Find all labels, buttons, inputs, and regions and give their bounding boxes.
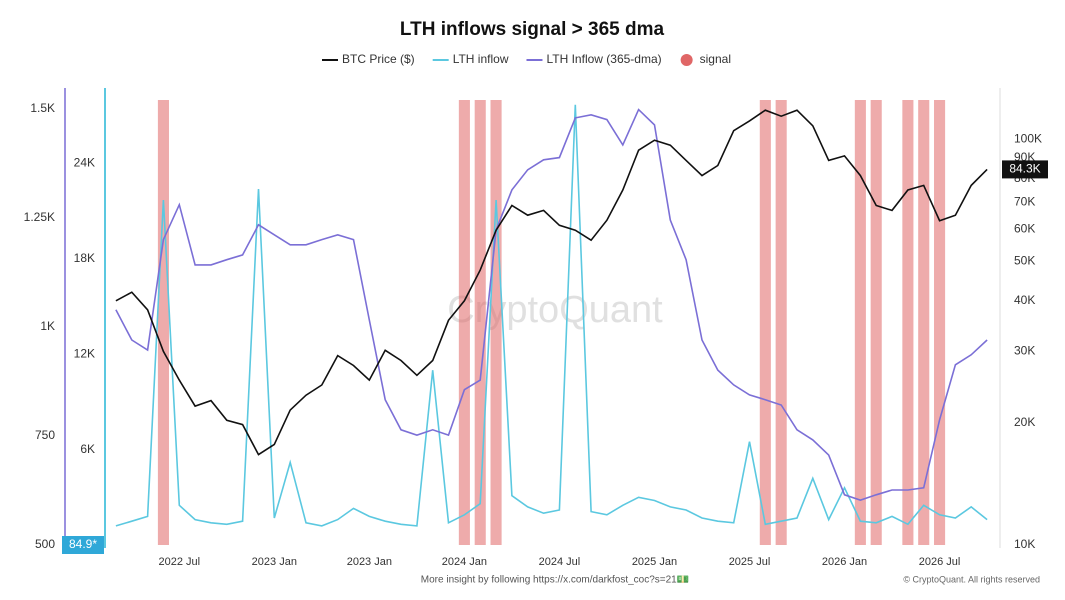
legend-label: signal: [700, 52, 731, 66]
signal-band: [918, 100, 930, 545]
x-tick-label: 2026 Jan: [822, 556, 867, 568]
series-line: [115, 104, 988, 527]
x-tick-label: 2024 Jan: [442, 556, 487, 568]
series-line: [115, 109, 988, 456]
legend-label: LTH inflow: [453, 52, 509, 66]
y3ticks-label: 1.25K: [24, 210, 55, 224]
legend-dot: [680, 54, 693, 66]
x-tick-label: 2022 Jul: [158, 556, 200, 568]
signal-band: [490, 100, 502, 545]
y2ticks-label: 40K: [1014, 293, 1035, 307]
copyright: © CryptoQuant. All rights reserved: [903, 574, 1040, 584]
x-tick-label: 2025 Jul: [729, 556, 771, 568]
signal-band: [934, 100, 946, 545]
y2ticks-label: 20K: [1014, 415, 1035, 429]
inflow-label-box: [62, 536, 104, 554]
legend-label: BTC Price ($): [342, 52, 415, 66]
price-label-box: [1002, 160, 1048, 179]
x-tick-label: 2023 Jan: [252, 556, 297, 568]
signal-band: [870, 100, 882, 545]
signal-band: [458, 100, 470, 545]
signal-band: [157, 100, 169, 545]
y3ticks-label: 1.5K: [30, 101, 55, 115]
legend-label: LTH Inflow (365-dma): [546, 52, 661, 66]
signal-band: [902, 100, 914, 545]
chart-title: LTH inflows signal > 365 dma: [400, 19, 665, 40]
inflow-label: 84.9*: [69, 537, 97, 551]
y2ticks-label: 100K: [1014, 131, 1042, 145]
y3ticks-label: 500: [35, 537, 55, 551]
y2ticks-label: 10K: [1014, 537, 1035, 551]
x-tick-label: 2026 Jul: [919, 556, 961, 568]
y3ticks-label: 1K: [40, 319, 55, 333]
yticks-label: 6K: [80, 442, 95, 456]
yticks-label: 18K: [74, 251, 95, 265]
series-line: [115, 108, 988, 501]
y2ticks-label: 50K: [1014, 254, 1035, 268]
y2ticks-label: 60K: [1014, 221, 1035, 235]
signal-band: [775, 100, 787, 545]
signal-band: [474, 100, 486, 545]
x-tick-label: 2024 Jul: [539, 556, 581, 568]
y2ticks-label: 70K: [1014, 194, 1035, 208]
y2ticks-label: 30K: [1014, 344, 1035, 358]
signal-band: [759, 100, 771, 545]
yticks-label: 12K: [74, 346, 95, 360]
x-tick-label: 2023 Jan: [347, 556, 392, 568]
price-label: 84.3K: [1009, 162, 1040, 176]
yticks-label: 24K: [74, 156, 95, 170]
footer: More insight by following https://x.com/…: [421, 575, 689, 586]
x-tick-label: 2025 Jan: [632, 556, 677, 568]
signal-band: [854, 100, 866, 545]
y3ticks-label: 750: [35, 428, 55, 442]
